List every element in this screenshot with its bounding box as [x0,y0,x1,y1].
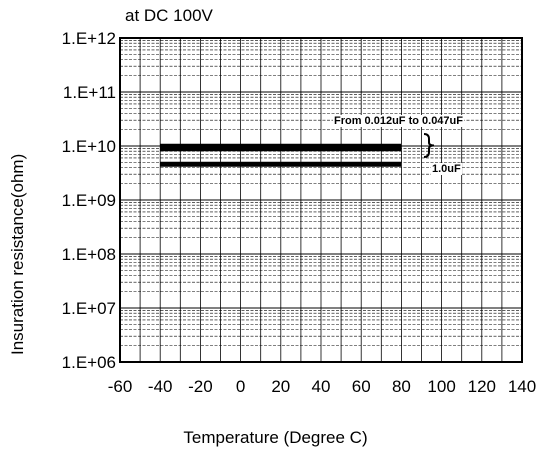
x-tick-label: -40 [148,377,173,396]
y-tick-label: 1.E+08 [62,245,116,264]
x-tick-label: 100 [427,377,455,396]
series-line-012-047uF [160,144,402,150]
y-tick-label: 1.E+09 [62,191,116,210]
x-tick-label: -20 [188,377,213,396]
annotation-background [333,115,465,127]
x-tick-label: 80 [392,377,411,396]
series-brace [423,133,435,158]
y-tick-label: 1.E+06 [62,353,116,372]
annotation-1uF: 1.0uF [432,163,461,175]
annotation-background [431,163,463,175]
x-tick-label: 40 [312,377,331,396]
x-tick-label: 120 [468,377,496,396]
x-tick-label: 20 [271,377,290,396]
y-tick-label: 1.E+12 [62,29,116,48]
y-tick-label: 1.E+07 [62,299,116,318]
x-axis-label: Temperature (Degree C) [183,428,368,447]
y-tick-label: 1.E+11 [63,83,116,102]
x-tick-label: 60 [352,377,371,396]
chart-subtitle: at DC 100V [125,6,213,25]
plot-frame [119,37,523,363]
x-tick-label: 140 [508,377,536,396]
annotation-012-047uF: From 0.012uF to 0.047uF [334,115,463,127]
x-tick-label: 0 [236,377,245,396]
x-tick-label: -60 [108,377,133,396]
y-tick-label: 1.E+10 [62,137,116,156]
